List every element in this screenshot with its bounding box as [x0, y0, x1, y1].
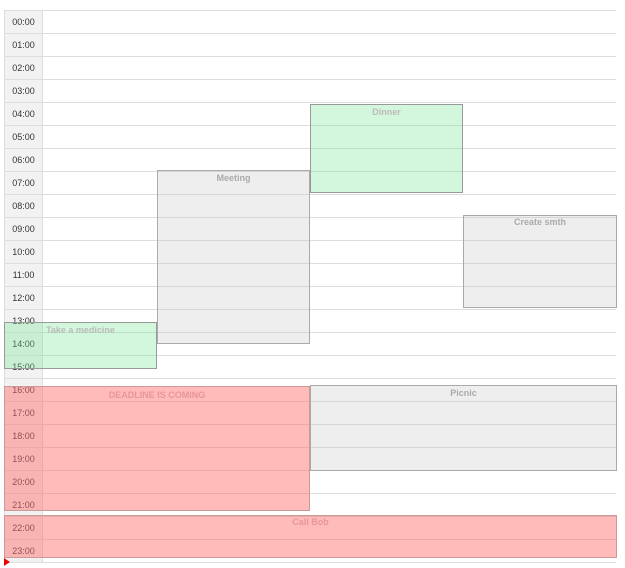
- hour-row[interactable]: 11:00: [4, 263, 616, 286]
- hour-label: 05:00: [4, 126, 43, 148]
- hour-row[interactable]: 13:00: [4, 309, 616, 332]
- hour-label: 00:00: [4, 11, 43, 33]
- hour-row[interactable]: 03:00: [4, 79, 616, 102]
- hour-label: 03:00: [4, 80, 43, 102]
- hour-label: 09:00: [4, 218, 43, 240]
- hour-row[interactable]: 23:00: [4, 539, 616, 563]
- hour-row[interactable]: 02:00: [4, 56, 616, 79]
- hour-label: 08:00: [4, 195, 43, 217]
- hour-row[interactable]: 00:00: [4, 10, 616, 33]
- hour-label: 10:00: [4, 241, 43, 263]
- hour-label: 07:00: [4, 172, 43, 194]
- event[interactable]: DEADLINE IS COMING: [4, 386, 310, 511]
- hour-row[interactable]: 09:00: [4, 217, 616, 240]
- hour-label: 12:00: [4, 287, 43, 309]
- hour-row[interactable]: 12:00: [4, 286, 616, 309]
- hour-label: 06:00: [4, 149, 43, 171]
- hour-label: 13:00: [4, 310, 43, 332]
- event[interactable]: Create smth: [463, 215, 617, 308]
- hour-label: 02:00: [4, 57, 43, 79]
- hour-label: 01:00: [4, 34, 43, 56]
- hour-label: 04:00: [4, 103, 43, 125]
- event[interactable]: Dinner: [310, 104, 463, 193]
- event[interactable]: Call Bob: [4, 515, 617, 558]
- hour-row[interactable]: 08:00: [4, 194, 616, 217]
- event[interactable]: Picnic: [310, 385, 617, 471]
- scroll-marker: [4, 558, 10, 566]
- hour-row[interactable]: 01:00: [4, 33, 616, 56]
- event[interactable]: Meeting: [157, 170, 310, 344]
- hour-label: 11:00: [4, 264, 43, 286]
- hour-row[interactable]: 04:00: [4, 102, 616, 125]
- hour-row[interactable]: 10:00: [4, 240, 616, 263]
- event[interactable]: Take a medicine: [4, 322, 157, 369]
